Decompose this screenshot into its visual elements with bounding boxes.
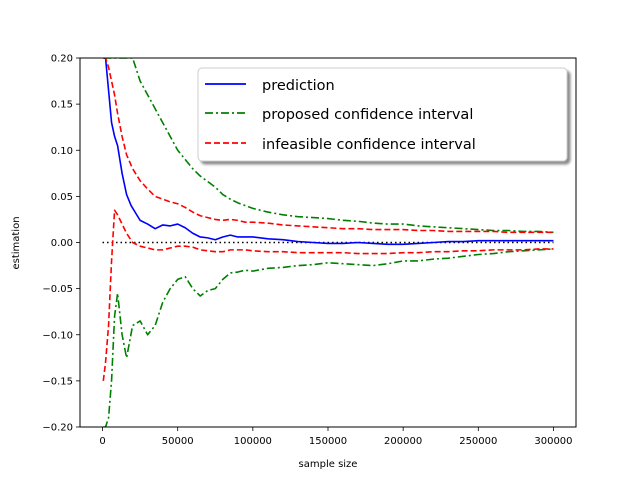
series-2-upper-bound [103,58,554,234]
y-tick-label: −0.10 [42,330,73,341]
y-tick-label: 0.15 [51,100,73,111]
series-2-lower-bound [102,209,554,381]
x-tick-label: 50000 [162,436,194,447]
x-tick-label: 300000 [534,436,572,447]
series-1-upper-bound [103,58,554,234]
legend-box [197,67,568,162]
series-0-line [103,58,554,246]
x-tick-label: 0 [99,436,105,447]
y-tick-label: 0.05 [51,192,73,203]
x-tick-label: 100000 [234,436,272,447]
y-tick-label: 0.00 [51,238,73,249]
y-tick-label: −0.20 [42,423,73,434]
x-axis-ticks: 0 50000 100000 150000 200000 250000 300000 [99,427,573,447]
y-tick-label: 0.20 [51,54,73,65]
y-axis-label: estimation [11,216,22,269]
legend-entry-infeasible: infeasible confidence interval [262,137,476,153]
y-axis-ticks: −0.20 −0.15 −0.10 −0.05 0.00 0.05 0.10 0.15 0.20 [42,54,80,434]
y-tick-label: −0.15 [42,376,73,387]
x-tick-label: 250000 [459,436,497,447]
series-1-lower-bound [103,248,554,427]
y-tick-label: −0.05 [42,284,73,295]
series-layer [102,58,554,427]
legend: prediction proposed confidence interval … [197,67,568,162]
y-tick-label: 0.10 [51,146,73,157]
x-tick-label: 150000 [309,436,347,447]
x-tick-label: 200000 [384,436,422,447]
x-axis-label: sample size [299,459,358,470]
legend-entry-prediction: prediction [262,78,335,94]
legend-entry-proposed: proposed confidence interval [262,107,473,123]
